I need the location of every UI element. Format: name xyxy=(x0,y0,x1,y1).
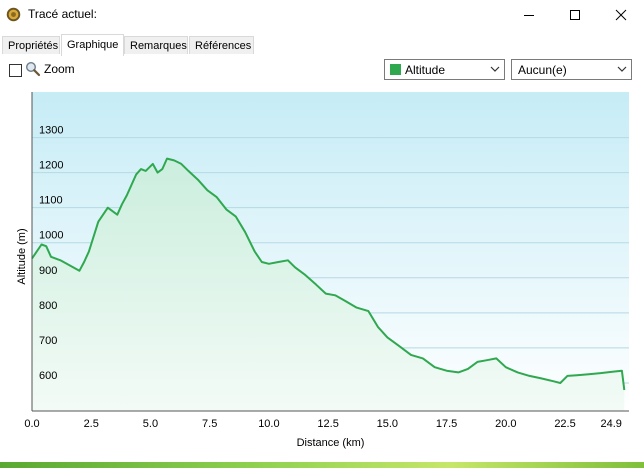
zoom-label: Zoom xyxy=(44,62,75,76)
y-tick-label: 1200 xyxy=(39,160,63,172)
tab-references[interactable]: Références xyxy=(189,36,254,54)
x-tick-label: 5.0 xyxy=(143,418,158,430)
y-tick-label: 700 xyxy=(39,335,57,347)
maximize-button[interactable] xyxy=(552,0,598,30)
maximize-icon xyxy=(570,10,580,20)
y-tick-label: 1000 xyxy=(39,230,63,242)
close-icon xyxy=(615,9,627,21)
x-tick-label: 12.5 xyxy=(317,418,338,430)
y-tick-label: 1300 xyxy=(39,125,63,137)
x-tick-label: 7.5 xyxy=(202,418,217,430)
secondary-select[interactable]: Aucun(e) xyxy=(511,59,632,80)
series-select[interactable]: Altitude xyxy=(384,59,505,80)
desktop-strip xyxy=(0,462,644,468)
altitude-line xyxy=(31,157,626,391)
series-select-value: Altitude xyxy=(405,63,446,77)
x-tick-label: 20.0 xyxy=(495,418,516,430)
secondary-select-value: Aucun(e) xyxy=(518,63,567,77)
x-tick-label: 22.5 xyxy=(554,418,575,430)
x-tick-label: 2.5 xyxy=(84,418,99,430)
y-tick-label: 1100 xyxy=(39,195,63,207)
x-tick-labels: 0.0 2.5 5.0 7.5 10.0 12.5 15.0 17.5 20.0 22.5 24.9 xyxy=(24,418,622,430)
window-title: Tracé actuel: xyxy=(28,7,97,21)
y-tick-label: 900 xyxy=(39,265,57,277)
tab-remarques[interactable]: Remarques xyxy=(124,36,188,54)
minimize-icon xyxy=(524,15,534,16)
chevron-down-icon xyxy=(617,66,627,72)
title-bar: Tracé actuel: xyxy=(0,0,644,30)
close-button[interactable] xyxy=(598,0,644,30)
tab-graphique[interactable]: Graphique xyxy=(61,34,124,56)
y-tick-labels: 600 700 800 900 1000 1100 1200 1300 xyxy=(39,125,63,382)
x-tick-label: 10.0 xyxy=(258,418,279,430)
zoom-checkbox[interactable] xyxy=(9,64,22,77)
series-color-swatch xyxy=(390,64,401,75)
magnifier-icon xyxy=(25,61,41,77)
y-tick-label: 600 xyxy=(39,370,57,382)
y-tick-label: 800 xyxy=(39,300,57,312)
chevron-down-icon xyxy=(490,66,500,72)
x-tick-label: 24.9 xyxy=(600,418,621,430)
x-tick-label: 15.0 xyxy=(377,418,398,430)
minimize-button[interactable] xyxy=(506,0,552,30)
x-tick-label: 0.0 xyxy=(24,418,39,430)
tab-strip: Propriétés Graphique Remarques Référence… xyxy=(0,34,644,56)
tab-proprietes[interactable]: Propriétés xyxy=(2,36,60,54)
altitude-chart: 600 700 800 900 1000 1100 1200 1300 0.0 2.5 5.0 7.… xyxy=(16,92,629,449)
app-icon xyxy=(6,7,21,22)
y-axis-label: Altitude (m) xyxy=(16,228,28,284)
x-tick-label: 17.5 xyxy=(436,418,457,430)
x-axis-label: Distance (km) xyxy=(297,437,365,449)
altitude-area xyxy=(32,158,625,411)
